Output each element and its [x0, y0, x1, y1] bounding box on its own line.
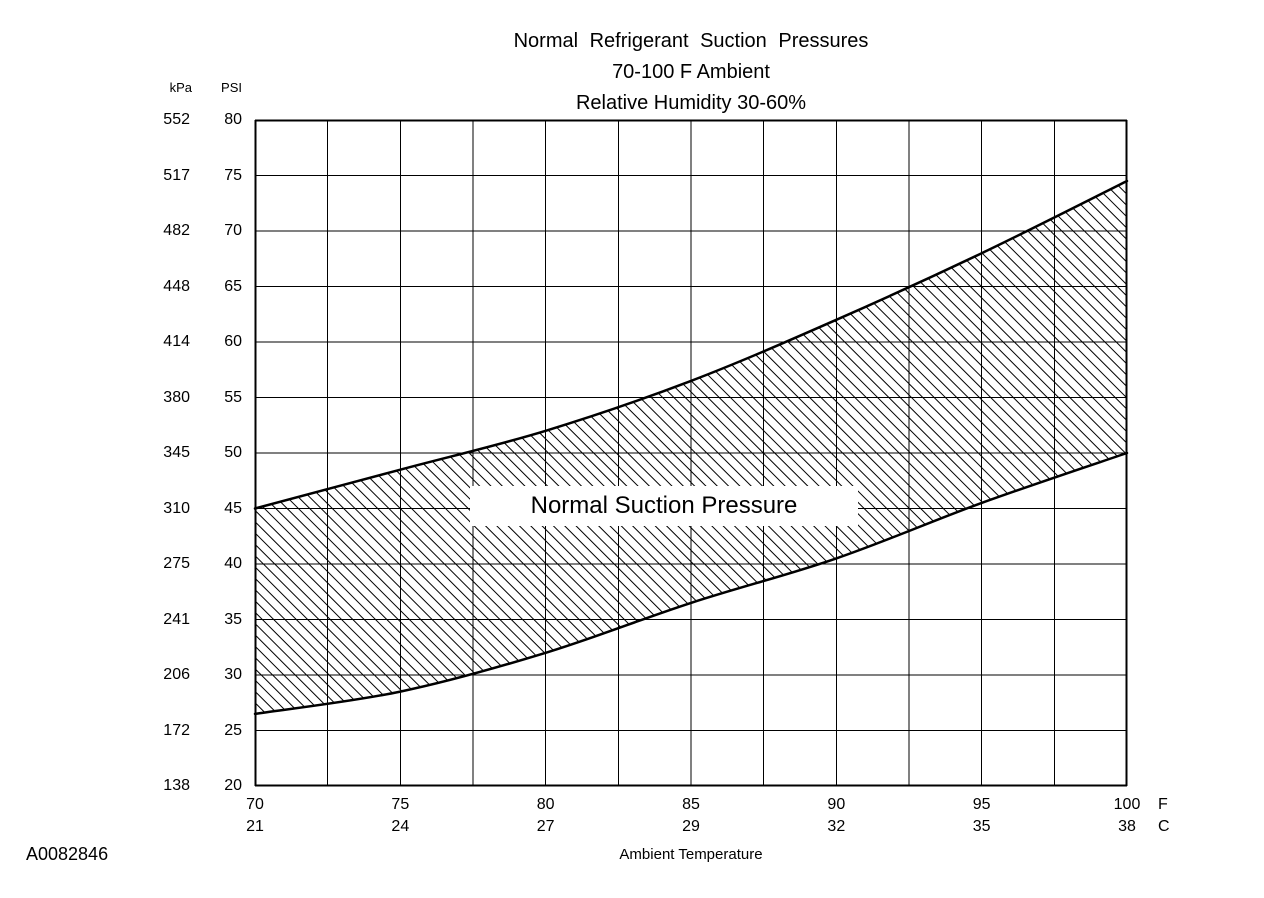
y-tick-psi: 70 [224, 222, 242, 239]
x-tick-f: 95 [972, 796, 991, 813]
y-axis-unit-kpa: kPa [169, 80, 192, 95]
x-axis-unit-f: F [1158, 796, 1168, 813]
y-tick-kpa: 138 [163, 777, 190, 794]
y-tick-psi: 30 [224, 666, 242, 683]
y-tick-kpa: 206 [163, 666, 190, 683]
figure-code: A0082846 [26, 844, 109, 864]
x-axis-title: Ambient Temperature [619, 846, 763, 863]
y-tick-psi: 50 [224, 444, 242, 461]
chart-subtitle-humidity: Relative Humidity 30-60% [575, 92, 807, 114]
x-tick-c: 24 [391, 818, 410, 835]
y-tick-psi: 80 [224, 111, 242, 128]
y-tick-kpa: 275 [163, 555, 190, 572]
x-tick-f: 85 [682, 796, 700, 813]
band-label: Normal Suction Pressure [470, 486, 858, 526]
y-axis-unit-psi: PSI [221, 80, 242, 95]
y-tick-kpa: 482 [163, 222, 190, 239]
chart-subtitle-ambient: 70-100 F Ambient [612, 61, 770, 83]
x-tick-f: 90 [827, 796, 846, 813]
x-tick-c: 35 [972, 818, 991, 835]
chart-title: Normal Refrigerant Suction Pressures [513, 30, 869, 52]
x-tick-f: 100 [1113, 796, 1141, 813]
y-tick-kpa: 172 [163, 721, 190, 739]
y-tick-kpa: 345 [163, 444, 190, 461]
y-tick-psi: 75 [224, 166, 242, 184]
y-tick-kpa: 241 [163, 610, 190, 628]
y-tick-psi: 45 [224, 499, 242, 517]
y-tick-kpa: 414 [163, 333, 190, 350]
y-tick-psi: 35 [224, 610, 242, 628]
lower-limit-curve [253, 451, 1129, 716]
x-tick-c: 27 [536, 818, 555, 835]
y-tick-kpa: 310 [163, 499, 190, 517]
chart-title-block: Normal Refrigerant Suction Pressures 70-… [255, 26, 1127, 119]
x-tick-c: 32 [827, 818, 846, 835]
y-tick-psi: 55 [224, 388, 242, 406]
x-tick-c: 38 [1118, 818, 1136, 835]
y-tick-kpa: 448 [163, 277, 190, 295]
x-tick-f: 80 [536, 796, 555, 813]
y-tick-psi: 20 [224, 777, 242, 794]
plot-area [253, 119, 1129, 787]
upper-limit-curve [253, 179, 1129, 510]
y-tick-kpa: 380 [163, 388, 190, 406]
y-tick-psi: 25 [224, 721, 242, 739]
y-tick-psi: 65 [224, 277, 242, 295]
x-tick-f: 75 [391, 796, 410, 813]
y-tick-psi: 40 [224, 555, 242, 572]
x-tick-c: 29 [682, 818, 700, 835]
y-tick-kpa: 517 [163, 166, 190, 184]
y-tick-psi: 60 [224, 333, 242, 350]
x-axis-unit-c: C [1158, 818, 1170, 835]
y-tick-kpa: 552 [163, 111, 190, 128]
x-tick-c: 21 [246, 818, 264, 835]
x-tick-f: 70 [246, 796, 264, 813]
normal-pressure-band [255, 181, 1127, 714]
